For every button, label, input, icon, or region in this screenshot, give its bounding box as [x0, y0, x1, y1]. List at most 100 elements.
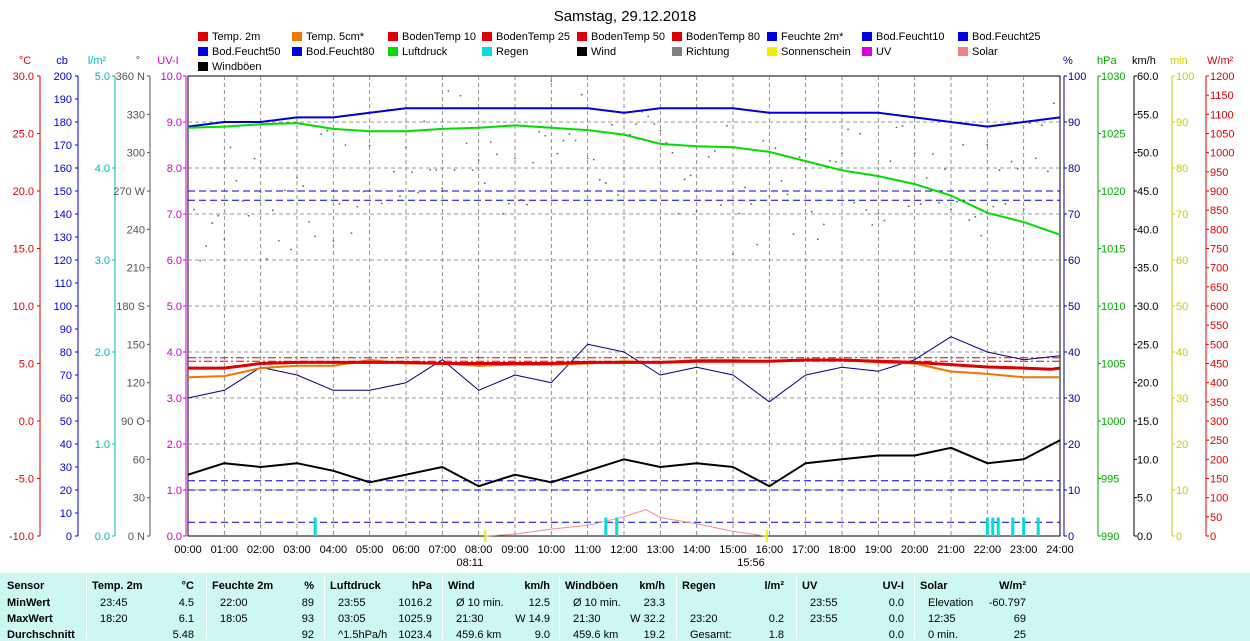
summary-cell-time: 0 min. [928, 629, 958, 641]
summary-cell-time: 23:45 [100, 597, 128, 609]
wind-direction-point [804, 138, 807, 140]
solar-series-line [485, 509, 766, 537]
legend-label: UV [876, 46, 892, 58]
axis-tick-label: -10.0 [9, 531, 34, 543]
x-tick-label: 19:00 [865, 544, 893, 556]
legend-label: Bod.Feucht80 [306, 46, 375, 58]
axis-unit-label: UV-I [157, 55, 178, 67]
wind-direction-point [550, 80, 553, 83]
summary-group-title: Luftdruck [330, 580, 381, 592]
summary-cell-value: 6.1 [178, 613, 194, 625]
axis-tick-label: 180 S [116, 301, 145, 313]
axis-tick-label: 1010 [1101, 301, 1125, 313]
wind-direction-point [774, 147, 777, 150]
wind-direction-point [895, 126, 898, 129]
axis-tick-label: 700 [1210, 263, 1228, 275]
legend-label: BodenTemp 80 [686, 31, 760, 43]
axis-tick-label: 10.0 [1137, 454, 1158, 466]
legend-swatch [672, 47, 682, 56]
axis-tick-label: 150 [127, 339, 145, 351]
wind-direction-point [259, 191, 262, 193]
axis-tick-label: 1.0 [167, 485, 182, 497]
wind-direction-point [835, 160, 837, 163]
rain-bar [313, 517, 317, 536]
wind-direction-point [205, 245, 208, 247]
legend-label: Regen [496, 46, 528, 58]
axis-tick-label: 0 [1210, 531, 1216, 543]
wind-direction-point [701, 189, 704, 192]
wind-direction-point [489, 141, 492, 143]
summary-group-unit: km/h [639, 580, 665, 592]
summary-cell-value: 0.0 [888, 629, 904, 641]
summary-cell-time: Ø 10 min. [456, 597, 504, 609]
x-tick-label: 07:00 [429, 544, 457, 556]
axis-tick-label: 1100 [1210, 109, 1234, 121]
axis-tick-label: 400 [1210, 378, 1228, 390]
legend-label: Feuchte 2m* [781, 31, 844, 43]
summary-cell-value: 1023.4 [398, 629, 432, 641]
x-tick-label: 11:00 [574, 544, 601, 556]
legend-swatch [388, 32, 398, 41]
wind-direction-point [889, 160, 892, 163]
wind-direction-point [362, 190, 365, 193]
wind-direction-point [677, 212, 680, 215]
axis-tick-label: 25.0 [13, 129, 34, 141]
legend-swatch [198, 47, 208, 56]
wind-direction-point [883, 219, 886, 222]
summary-divider [442, 575, 443, 639]
axis-tick-label: 3.0 [167, 393, 182, 405]
legend: Temp. 2m Temp. 5cm* BodenTemp 10 BodenTemp … [198, 31, 1041, 73]
axis-tick-label: 60 [60, 393, 72, 405]
wind-direction-point [368, 144, 371, 147]
legend-swatch [767, 32, 777, 41]
legend-swatch [292, 32, 302, 41]
axis-tick-label: 60 [1068, 255, 1080, 267]
x-tick-label: 12:00 [610, 544, 638, 556]
wind-direction-point [562, 139, 565, 142]
wind-direction-point [744, 186, 747, 189]
rain-bar [1022, 517, 1026, 536]
axis-unit-label: min [1170, 55, 1188, 67]
axis-tick-label: 240 [127, 224, 145, 236]
summary-cell-time: 12:35 [928, 613, 956, 625]
axis-tick-label: 120 [127, 378, 145, 390]
summary-cell-time: 459.6 km [456, 629, 502, 641]
wind-direction-point [695, 210, 698, 212]
axis-tick-label: 0.0 [167, 531, 182, 543]
axis-tick-label: 200 [54, 71, 72, 83]
axis-tick-label: 1050 [1210, 129, 1234, 141]
summary-cell-value: 1025.9 [398, 613, 432, 625]
axis-tick-label: 1150 [1210, 90, 1234, 102]
wind-direction-point [471, 169, 474, 172]
wind-direction-point [229, 146, 232, 149]
axis-tick-label: 4.0 [95, 163, 110, 175]
legend-swatch [767, 47, 777, 56]
axis-unit-label: hPa [1097, 55, 1117, 67]
summary-cell-value: 69 [1013, 613, 1026, 625]
axis-tick-label: 1000 [1101, 416, 1125, 428]
wind-direction-point [417, 191, 420, 194]
axis-tick-label: 990 [1101, 531, 1119, 543]
wind-direction-point [520, 198, 522, 201]
wind-direction-point [841, 152, 843, 155]
axes: °C 30.0 25.0 20.0 15.0 10.0 5.0 0.0 -5.0 -10.0 cb 2… [9, 55, 1235, 543]
legend-swatch [198, 32, 208, 41]
legend-label: BodenTemp 50 [591, 31, 665, 43]
summary-cell-value: 89 [301, 597, 314, 609]
axis-tick-label: 100 [1210, 493, 1228, 505]
axis-tick-label: 2.0 [95, 347, 110, 359]
summary-group-unit: °C [181, 580, 194, 592]
axis-tick-label: 1020 [1101, 186, 1125, 198]
axis-tick-label: 1025 [1101, 129, 1125, 141]
legend-swatch [958, 47, 968, 56]
wind-direction-point [441, 187, 444, 190]
wind-direction-point [768, 195, 771, 197]
axis-tick-label: 30.0 [13, 71, 34, 83]
axis-tick-label: 600 [1210, 301, 1228, 313]
axis-tick-label: 6.0 [167, 255, 182, 267]
axis-tick-label: 40 [1176, 347, 1188, 359]
wind-direction-point [193, 208, 195, 211]
axis-tick-label: 20 [1176, 439, 1188, 451]
axis-tick-label: 750 [1210, 244, 1228, 256]
x-tick-label: 06:00 [392, 544, 420, 556]
